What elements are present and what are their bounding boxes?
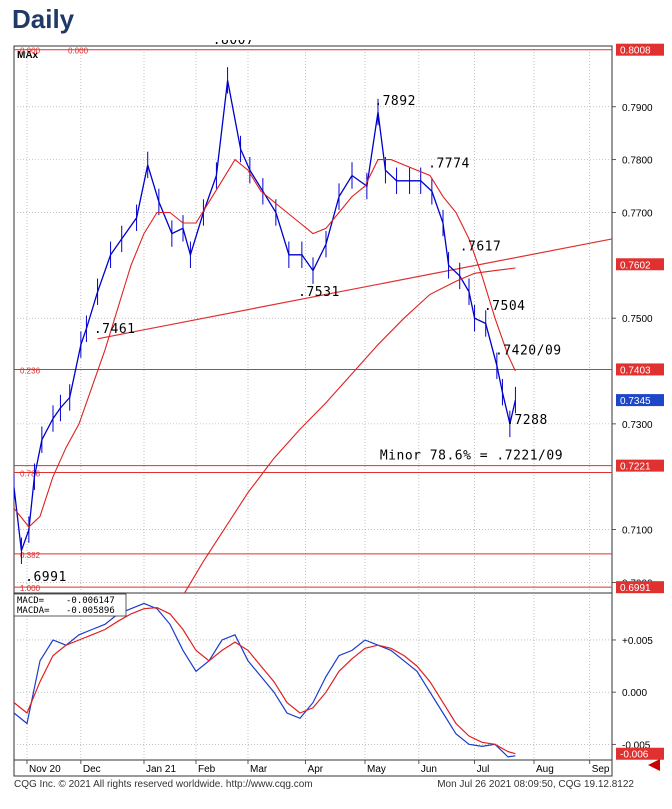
- macd-legend-value: -0.005896: [66, 606, 115, 616]
- level-badge-bg: [616, 581, 664, 594]
- level-badge: 0.7221: [620, 462, 651, 473]
- fib-level-label: 0.236: [20, 366, 41, 375]
- macd-panel-frame: [13, 592, 613, 761]
- price-annotation: .8007: [213, 40, 255, 48]
- x-tick-label: Mar: [250, 764, 268, 775]
- price-annotation: Minor 78.6% = .7221/09: [380, 449, 563, 464]
- y-tick-label: 0.7700: [622, 208, 653, 219]
- y-tick-label: 0.7300: [622, 420, 653, 431]
- macd-y-tick-label: 0.000: [622, 688, 647, 699]
- trendline: [97, 238, 613, 340]
- level-badge-bg: [616, 43, 664, 56]
- price-annotation: .7892: [374, 94, 416, 109]
- macd-legend-label: MACD=: [17, 596, 45, 606]
- macd-legend-box: [13, 593, 127, 617]
- level-badge: 0.6991: [620, 583, 651, 594]
- y-tick-label: 0.7800: [622, 156, 653, 167]
- macd-badge-bg: [616, 747, 664, 760]
- fib-level-label: 0.382: [20, 551, 41, 560]
- signal-line: [13, 606, 516, 755]
- level-badge-bg: [616, 363, 664, 376]
- y-tick-label: 0.7500: [622, 314, 653, 325]
- macd-legend-value: -0.006147: [66, 596, 115, 606]
- x-tick-label: Apr: [308, 764, 324, 775]
- symbol-label: MAx: [17, 50, 39, 61]
- price-annotation: .7288: [506, 413, 548, 428]
- x-tick-label: Feb: [198, 764, 216, 775]
- macd-legend-label: MACDA=: [17, 606, 50, 616]
- fib-level-label: 0.786: [20, 470, 41, 479]
- price-badge-bg: [616, 394, 664, 407]
- price-annotation: .7774: [428, 156, 470, 171]
- price-annotation: .7461: [94, 322, 136, 337]
- ma-slow-line: [183, 267, 516, 593]
- scroll-left-arrow-icon[interactable]: [648, 759, 660, 771]
- price-annotation: .7504: [484, 299, 526, 314]
- x-axis-strip: [13, 759, 613, 777]
- price-annotation: .7420/09: [495, 343, 562, 358]
- macd-y-tick-label: +0.005: [622, 636, 653, 647]
- level-badge: 0.7403: [620, 365, 651, 376]
- x-tick-label: Jul: [477, 764, 490, 775]
- ma-line: [14, 158, 516, 528]
- x-tick-label: Jan 21: [146, 764, 176, 775]
- price-annotation: .6991: [25, 570, 67, 585]
- x-tick-label: Jun: [421, 764, 437, 775]
- x-tick-label: Aug: [536, 764, 554, 775]
- footer-timestamp: Mon Jul 26 2021 08:09:50, CQG 19.12.8122: [437, 779, 634, 790]
- fib-level-label: 1.000: [20, 584, 41, 593]
- x-tick-label: Sep: [592, 764, 610, 775]
- macd-y-tick-label: -0.005: [622, 740, 651, 751]
- price-panel-frame: [13, 45, 613, 594]
- y-tick-label: 0.7900: [622, 103, 653, 114]
- x-tick-label: May: [367, 764, 386, 775]
- price-badge-bg: [616, 258, 664, 271]
- y-tick-label: 0.7100: [622, 526, 653, 537]
- price-badge: 0.7345: [620, 396, 651, 407]
- fib-level-label: 0.000: [68, 47, 89, 56]
- x-tick-label: Dec: [83, 764, 101, 775]
- price-badge: 0.7602: [620, 260, 651, 271]
- macd-badge: -0.006: [620, 750, 649, 761]
- page-title: Daily: [12, 4, 75, 34]
- level-badge-bg: [616, 459, 664, 472]
- price-annotation: .7531: [298, 285, 340, 300]
- fib-level-label: 0.000: [20, 47, 41, 56]
- chart[interactable]: MAx 0.000 0.000 0.236 0.786 0.382 1.000 .8007…: [0, 40, 672, 779]
- footer-copyright: CQG Inc. © 2021 All rights reserved worl…: [14, 779, 313, 790]
- x-tick-label: Nov 20: [29, 764, 61, 775]
- macd-line: [13, 602, 516, 758]
- price-annotation: .7617: [460, 239, 502, 254]
- level-badge: 0.8008: [620, 46, 651, 57]
- price-series-group: [14, 67, 517, 593]
